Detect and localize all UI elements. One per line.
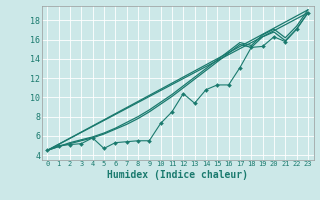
X-axis label: Humidex (Indice chaleur): Humidex (Indice chaleur) bbox=[107, 170, 248, 180]
